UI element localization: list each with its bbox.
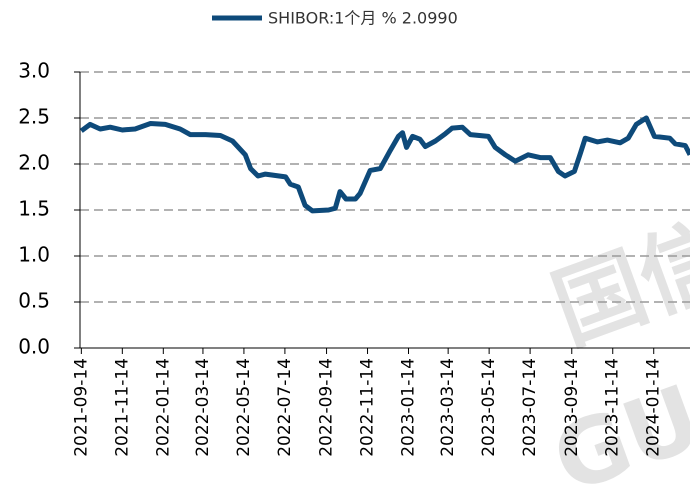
y-tick-label: 2.5 bbox=[18, 105, 50, 129]
x-tick-label: 2023-05-14 bbox=[479, 358, 499, 457]
x-tick-label: 2022-01-14 bbox=[153, 358, 173, 457]
legend-label: SHIBOR:1个月 % 2.0990 bbox=[268, 9, 458, 28]
y-tick-label: 1.5 bbox=[18, 197, 50, 221]
x-tick-label: 2023-09-14 bbox=[562, 358, 582, 457]
y-tick-label: 2.0 bbox=[18, 151, 50, 175]
x-tick-label: 2021-11-14 bbox=[112, 358, 132, 457]
y-tick-label: 3.0 bbox=[18, 59, 50, 83]
y-tick-label: 0.0 bbox=[18, 335, 50, 359]
x-tick-label: 2023-03-14 bbox=[438, 358, 458, 457]
x-tick-label: 2022-05-14 bbox=[234, 358, 254, 457]
y-tick-label: 1.0 bbox=[18, 243, 50, 267]
x-tick-label: 2023-11-14 bbox=[603, 358, 623, 457]
x-tick-label: 2022-07-14 bbox=[275, 358, 295, 457]
x-tick-label: 2024-01-14 bbox=[644, 358, 664, 457]
x-tick-label: 2021-09-14 bbox=[71, 358, 91, 457]
x-tick-label: 2022-09-14 bbox=[317, 358, 337, 457]
line-series bbox=[79, 115, 690, 214]
x-tick-label: 2022-03-14 bbox=[193, 358, 213, 457]
x-tick-label: 2023-07-14 bbox=[520, 358, 540, 457]
y-tick-label: 0.5 bbox=[18, 289, 50, 313]
x-tick-label: 2022-11-14 bbox=[358, 358, 378, 457]
x-tick-label: 2023-01-14 bbox=[399, 358, 419, 457]
watermark: 国信 bbox=[540, 204, 690, 364]
